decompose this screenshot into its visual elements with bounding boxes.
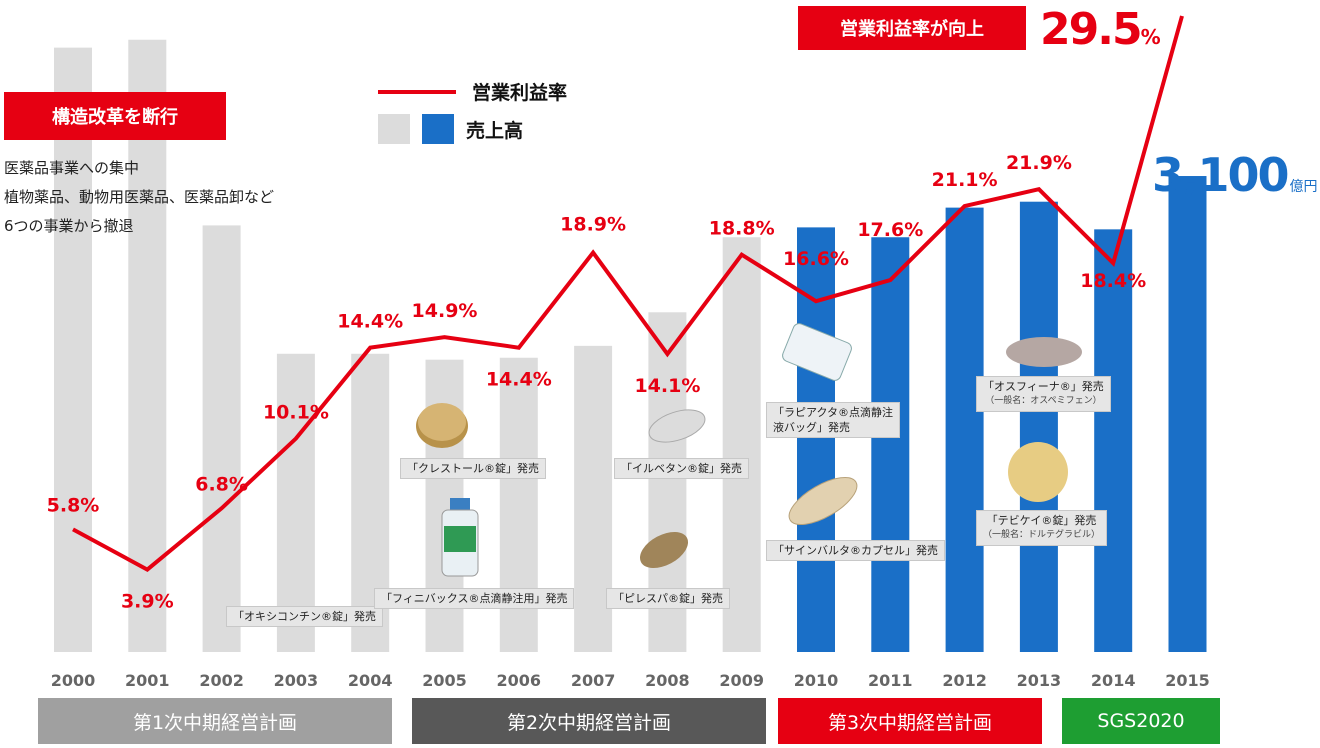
pirespa-tablet-image: [639, 531, 689, 569]
sales-bar: [202, 225, 241, 652]
note-line: 6つの事業から撤退: [4, 217, 134, 235]
osphena-tablet-image: [1006, 337, 1082, 367]
crestor-tablet-image: [416, 403, 468, 448]
cymbalta-capsule-image: [788, 476, 858, 526]
x-tick-label: 2007: [571, 671, 616, 690]
peak-value: 29.5: [1040, 4, 1143, 55]
margin-data-label: 5.8%: [47, 494, 100, 516]
product-label-line: 「テビケイ®錠」発売: [986, 514, 1097, 527]
reform-badge: 構造改革を断行: [4, 92, 226, 140]
margin-data-label: 3.9%: [121, 591, 174, 613]
product-label-irbetan: 「イルベタン®錠」発売: [614, 458, 749, 479]
product-label-line: 「ラピアクタ®点滴静注: [773, 406, 894, 419]
plan-bar-4: SGS2020: [1062, 698, 1220, 744]
margin-data-label: 14.4%: [337, 311, 403, 333]
note-line: 医薬品事業への集中: [4, 159, 140, 177]
x-tick-label: 2015: [1165, 671, 1210, 690]
product-label-finibax: 「フィニバックス®点滴静注用」発売: [374, 588, 575, 609]
peak-unit: %: [1140, 25, 1161, 49]
product-label-osphena: 「オスフィーナ®」発売 （一般名：オスペミフェン）: [976, 376, 1111, 412]
product-label-rapiacta: 「ラピアクタ®点滴静注 液バッグ」発売: [766, 402, 901, 438]
margin-data-label: 18.9%: [560, 214, 626, 236]
total-sales-label: 3,100 億円: [1152, 148, 1318, 202]
x-tick-label: 2010: [794, 671, 839, 690]
legend-bar-label: 売上高: [466, 119, 524, 142]
product-label-crestor: 「クレストール®錠」発売: [400, 458, 546, 479]
rapiacta-bag-image: [782, 323, 852, 381]
x-tick-label: 2000: [51, 671, 96, 690]
product-label-oxycontin: 「オキシコンチン®錠」発売: [226, 606, 383, 627]
legend-bar-item: 売上高: [378, 114, 523, 144]
sales-bar: [128, 39, 167, 652]
sales-bar: [1168, 176, 1207, 652]
margin-data-label: 18.8%: [709, 218, 775, 240]
legend-blue-swatch: [422, 114, 454, 144]
sales-bar: [574, 345, 613, 652]
margin-data-label: 14.9%: [412, 300, 478, 322]
x-tick-label: 2004: [348, 671, 393, 690]
sales-bar: [54, 47, 92, 652]
margin-data-label: 10.1%: [263, 402, 329, 424]
x-tick-label: 2008: [645, 671, 690, 690]
x-tick-label: 2001: [125, 671, 170, 690]
plan-bar-1: 第1次中期経営計画: [38, 698, 392, 744]
x-tick-label: 2006: [497, 671, 542, 690]
product-label-sub: （一般名：ドルテグラビル）: [983, 530, 1101, 540]
margin-data-label: 18.4%: [1080, 270, 1146, 292]
margin-data-label: 21.1%: [932, 169, 998, 191]
x-tick-label: 2014: [1091, 671, 1136, 690]
plan-bar-3: 第3次中期経営計画: [778, 698, 1042, 744]
legend-line-item: 営業利益率: [378, 78, 567, 105]
margin-data-label: 17.6%: [857, 219, 923, 241]
x-tick-label: 2013: [1017, 671, 1062, 690]
operating-margin-line: [72, 15, 1184, 572]
profit-up-badge: 営業利益率が向上: [798, 6, 1026, 50]
legend-gray-swatch: [378, 114, 410, 144]
product-label-line: 「オスフィーナ®」発売: [983, 380, 1104, 393]
x-tick-label: 2003: [274, 671, 319, 690]
product-label-tivicay: 「テビケイ®錠」発売 （一般名：ドルテグラビル）: [976, 510, 1108, 546]
sales-bar: [1019, 201, 1058, 652]
x-tick-label: 2009: [719, 671, 764, 690]
legend-line-label: 営業利益率: [472, 82, 568, 104]
finibax-vial-image: [441, 498, 479, 577]
sales-bar: [1094, 229, 1133, 652]
legend-line-swatch: [378, 89, 456, 94]
x-tick-label: 2005: [422, 671, 467, 690]
x-tick-label: 2002: [199, 671, 244, 690]
sales-bar: [945, 207, 984, 652]
product-label-line: 液バッグ」発売: [773, 421, 850, 434]
sales-bar: [871, 237, 910, 652]
product-label-pirespa: 「ピレスパ®錠」発売: [606, 588, 730, 609]
total-value: 3,100: [1152, 148, 1290, 202]
restructuring-notes: 医薬品事業への集中 植物薬品、動物用医薬品、医薬品卸など 6つの事業から撤退: [4, 154, 274, 241]
irbetan-tablet-image: [648, 409, 706, 443]
total-unit: 億円: [1289, 179, 1318, 195]
margin-data-label: 14.4%: [486, 369, 552, 391]
margin-data-label: 14.1%: [634, 375, 700, 397]
product-label-cymbalta: 「サインバルタ®カプセル」発売: [766, 540, 945, 561]
peak-margin-label: 29.5%: [1040, 4, 1161, 55]
tivicay-tablet-image: [1008, 442, 1068, 502]
x-tick-label: 2012: [942, 671, 987, 690]
note-line: 植物薬品、動物用医薬品、医薬品卸など: [4, 188, 275, 206]
product-label-sub: （一般名：オスペミフェン）: [985, 396, 1102, 406]
margin-data-label: 16.6%: [783, 248, 849, 270]
margin-data-label: 6.8%: [195, 473, 248, 495]
sales-bar: [276, 353, 315, 652]
x-tick-label: 2011: [868, 671, 913, 690]
margin-data-label: 21.9%: [1006, 152, 1072, 174]
plan-bar-2: 第2次中期経営計画: [412, 698, 766, 744]
sales-bar: [722, 237, 761, 652]
